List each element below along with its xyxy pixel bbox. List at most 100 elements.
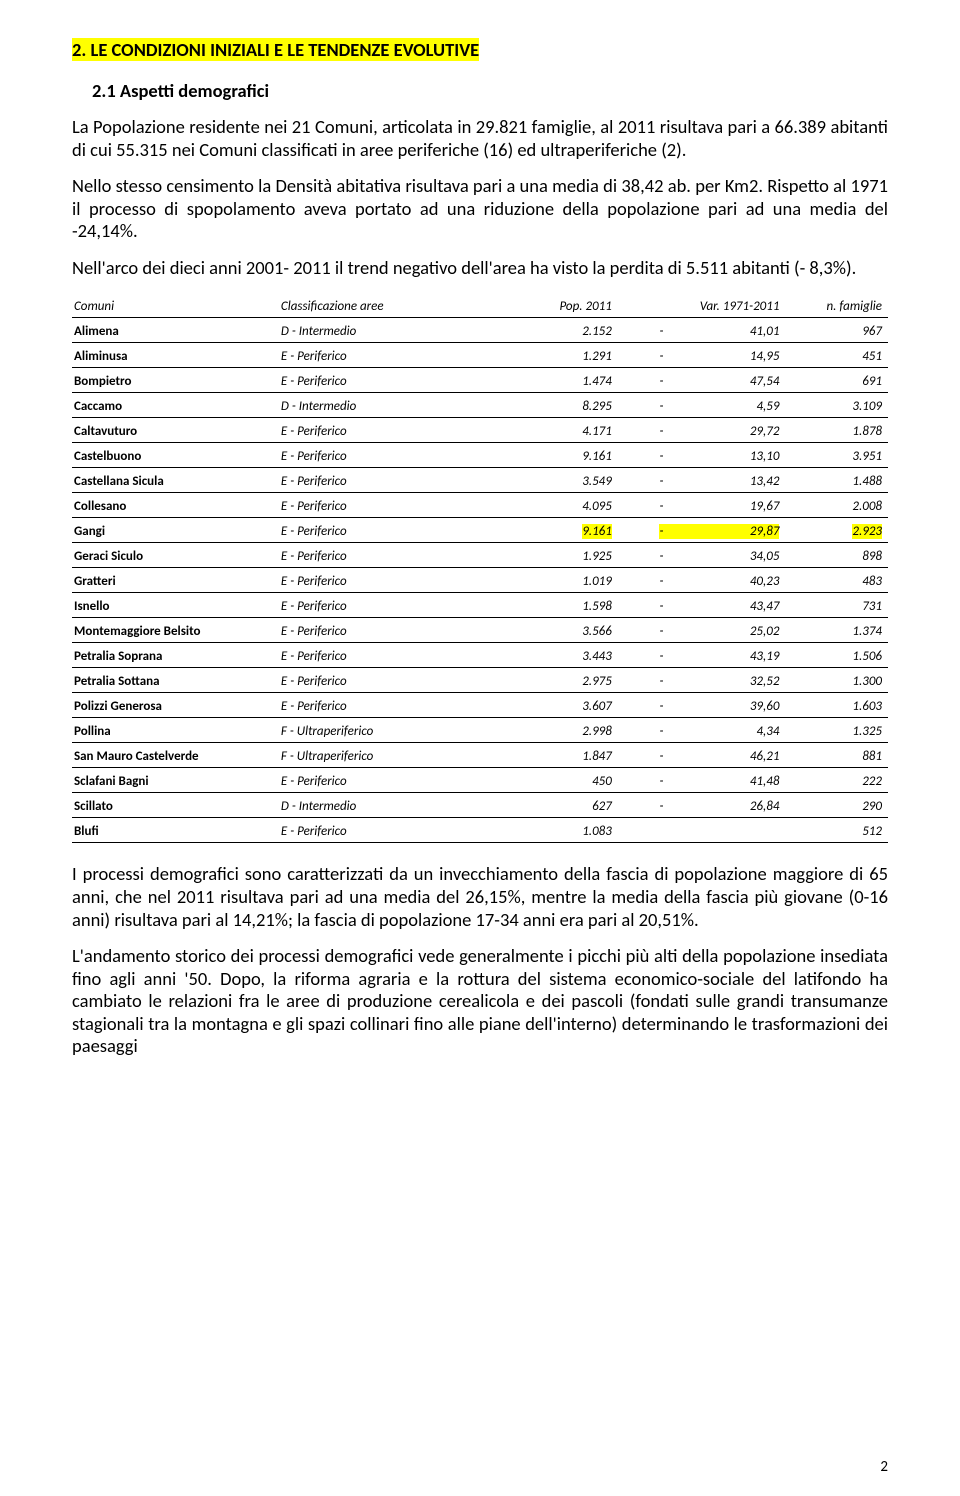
cell-classificazione: E - Periferico xyxy=(279,343,516,368)
table-row: Petralia SopranaE - Periferico3.443-43,1… xyxy=(72,643,888,668)
table-row: AlimenaD - Intermedio2.152-41,01967 xyxy=(72,318,888,343)
cell-classificazione: E - Periferico xyxy=(279,568,516,593)
cell-classificazione: E - Periferico xyxy=(279,668,516,693)
cell-famiglie: 290 xyxy=(785,793,888,818)
cell-comune: Gangi xyxy=(72,518,279,543)
cell-var: -13,42 xyxy=(618,468,786,493)
cell-comune: Pollina xyxy=(72,718,279,743)
cell-famiglie: 3.109 xyxy=(785,393,888,418)
table-row: IsnelloE - Periferico1.598-43,47731 xyxy=(72,593,888,618)
cell-pop: 1.474 xyxy=(515,368,617,393)
th-classificazione: Classificazione aree xyxy=(279,293,516,318)
cell-famiglie: 2.923 xyxy=(785,518,888,543)
cell-var: -4,34 xyxy=(618,718,786,743)
th-pop: Pop. 2011 xyxy=(515,293,617,318)
heading-text: 2. LE CONDIZIONI INIZIALI E LE TENDENZE … xyxy=(72,38,479,61)
table-row: Geraci SiculoE - Periferico1.925-34,0589… xyxy=(72,543,888,568)
cell-famiglie: 1.374 xyxy=(785,618,888,643)
cell-classificazione: F - Ultraperiferico xyxy=(279,743,516,768)
cell-comune: Castelbuono xyxy=(72,443,279,468)
th-famiglie: n. famiglie xyxy=(785,293,888,318)
cell-comune: Isnello xyxy=(72,593,279,618)
cell-classificazione: E - Periferico xyxy=(279,368,516,393)
table-row: Petralia SottanaE - Periferico2.975-32,5… xyxy=(72,668,888,693)
intro-para-2: Nello stesso censimento la Densità abita… xyxy=(72,175,888,243)
table-row: Polizzi GenerosaE - Periferico3.607-39,6… xyxy=(72,693,888,718)
cell-pop: 3.607 xyxy=(515,693,617,718)
cell-var: -39,60 xyxy=(618,693,786,718)
cell-classificazione: E - Periferico xyxy=(279,493,516,518)
cell-famiglie: 512 xyxy=(785,818,888,843)
cell-famiglie: 2.008 xyxy=(785,493,888,518)
cell-comune: Scillato xyxy=(72,793,279,818)
th-var: Var. 1971-2011 xyxy=(618,293,786,318)
cell-classificazione: E - Periferico xyxy=(279,693,516,718)
cell-var: -43,47 xyxy=(618,593,786,618)
cell-comune: Caccamo xyxy=(72,393,279,418)
cell-famiglie: 1.878 xyxy=(785,418,888,443)
cell-famiglie: 1.300 xyxy=(785,668,888,693)
cell-classificazione: E - Periferico xyxy=(279,593,516,618)
cell-classificazione: E - Periferico xyxy=(279,468,516,493)
cell-comune: Polizzi Generosa xyxy=(72,693,279,718)
cell-pop: 1.925 xyxy=(515,543,617,568)
cell-var: -41,01 xyxy=(618,318,786,343)
cell-comune: Petralia Soprana xyxy=(72,643,279,668)
cell-var: -26,84 xyxy=(618,793,786,818)
intro-para-3: Nell'arco dei dieci anni 2001- 2011 il t… xyxy=(72,257,888,280)
cell-pop: 4.171 xyxy=(515,418,617,443)
cell-pop: 8.295 xyxy=(515,393,617,418)
cell-var: -4,59 xyxy=(618,393,786,418)
para-history: L'andamento storico dei processi demogra… xyxy=(72,945,888,1058)
table-row: CollesanoE - Periferico4.095-19,672.008 xyxy=(72,493,888,518)
page-number: 2 xyxy=(880,1458,888,1476)
cell-comune: Petralia Sottana xyxy=(72,668,279,693)
cell-classificazione: F - Ultraperiferico xyxy=(279,718,516,743)
cell-comune: Collesano xyxy=(72,493,279,518)
cell-var: -29,72 xyxy=(618,418,786,443)
comuni-table: Comuni Classificazione aree Pop. 2011 Va… xyxy=(72,293,888,843)
subsection-heading: 2.1 Aspetti demografici xyxy=(92,79,888,102)
table-row: ScillatoD - Intermedio627-26,84290 xyxy=(72,793,888,818)
cell-pop: 1.291 xyxy=(515,343,617,368)
cell-famiglie: 451 xyxy=(785,343,888,368)
cell-pop: 1.598 xyxy=(515,593,617,618)
cell-famiglie: 1.506 xyxy=(785,643,888,668)
cell-famiglie: 691 xyxy=(785,368,888,393)
cell-var: -41,48 xyxy=(618,768,786,793)
cell-famiglie: 483 xyxy=(785,568,888,593)
cell-famiglie: 3.951 xyxy=(785,443,888,468)
cell-classificazione: E - Periferico xyxy=(279,543,516,568)
cell-pop: 2.975 xyxy=(515,668,617,693)
cell-comune: Alimena xyxy=(72,318,279,343)
cell-comune: Montemaggiore Belsito xyxy=(72,618,279,643)
table-row: CaltavuturoE - Periferico4.171-29,721.87… xyxy=(72,418,888,443)
cell-comune: Sclafani Bagni xyxy=(72,768,279,793)
table-row: San Mauro CastelverdeF - Ultraperiferico… xyxy=(72,743,888,768)
cell-comune: Castellana Sicula xyxy=(72,468,279,493)
table-row: Castellana SiculaE - Periferico3.549-13,… xyxy=(72,468,888,493)
cell-pop: 1.083 xyxy=(515,818,617,843)
cell-classificazione: D - Intermedio xyxy=(279,318,516,343)
cell-var: -43,19 xyxy=(618,643,786,668)
cell-var: -29,87 xyxy=(618,518,786,543)
cell-famiglie: 1.488 xyxy=(785,468,888,493)
cell-pop: 4.095 xyxy=(515,493,617,518)
cell-pop: 1.019 xyxy=(515,568,617,593)
cell-classificazione: E - Periferico xyxy=(279,618,516,643)
cell-famiglie: 1.325 xyxy=(785,718,888,743)
table-row: CaccamoD - Intermedio8.295-4,593.109 xyxy=(72,393,888,418)
table-row: BompietroE - Periferico1.474-47,54691 xyxy=(72,368,888,393)
cell-pop: 627 xyxy=(515,793,617,818)
cell-var: -13,10 xyxy=(618,443,786,468)
cell-famiglie: 881 xyxy=(785,743,888,768)
th-comuni: Comuni xyxy=(72,293,279,318)
cell-classificazione: D - Intermedio xyxy=(279,393,516,418)
section-heading: 2. LE CONDIZIONI INIZIALI E LE TENDENZE … xyxy=(72,38,888,61)
cell-var: -46,21 xyxy=(618,743,786,768)
cell-famiglie: 967 xyxy=(785,318,888,343)
page: 2. LE CONDIZIONI INIZIALI E LE TENDENZE … xyxy=(0,0,960,1496)
cell-classificazione: E - Periferico xyxy=(279,768,516,793)
cell-var: -32,52 xyxy=(618,668,786,693)
cell-var xyxy=(618,818,786,843)
